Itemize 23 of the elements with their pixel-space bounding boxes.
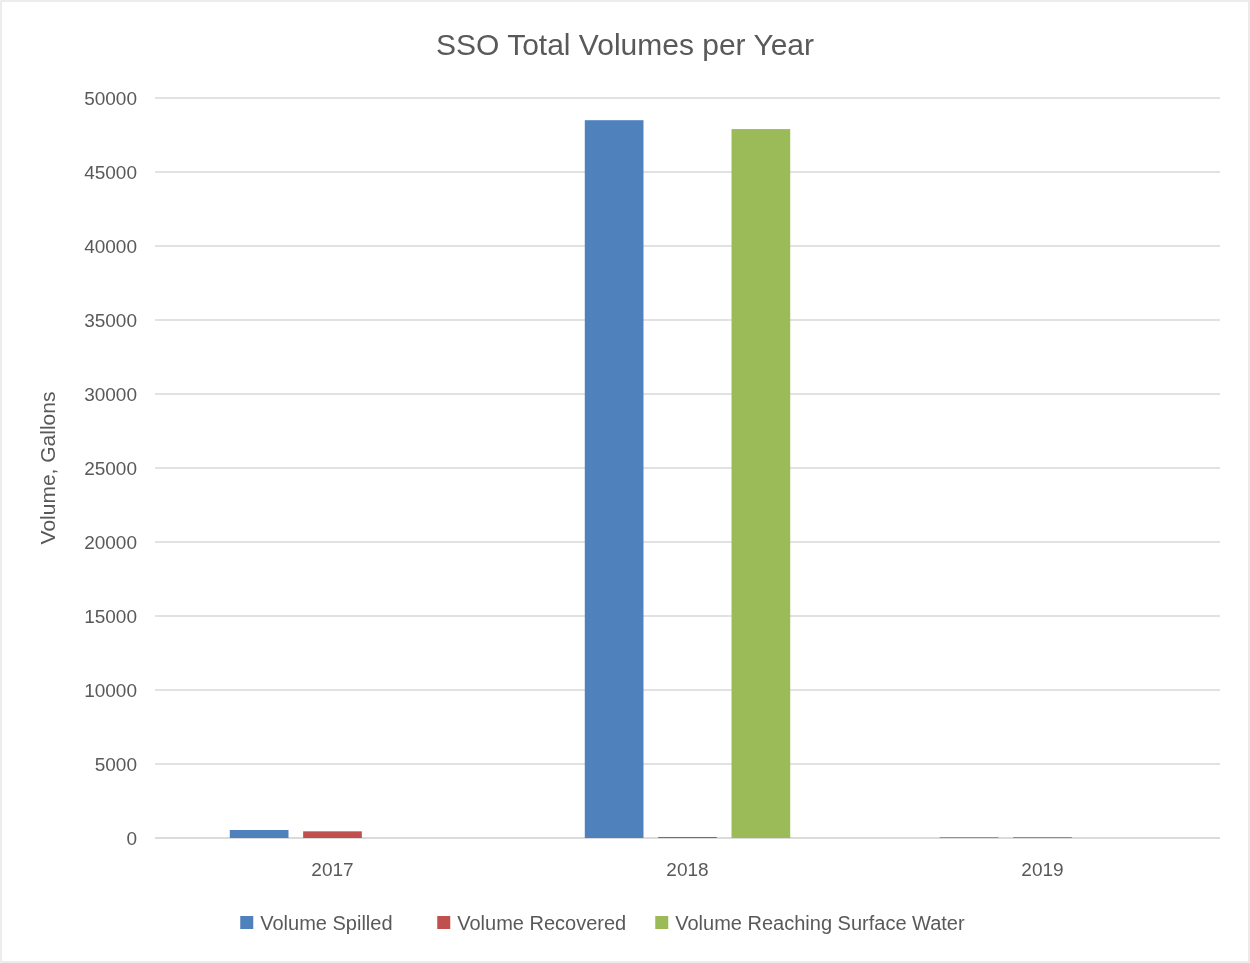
- y-tick-label: 25000: [84, 457, 137, 479]
- y-tick-label: 5000: [94, 753, 137, 775]
- legend-label: Volume Spilled: [260, 912, 393, 934]
- y-tick-label: 40000: [84, 235, 137, 257]
- y-tick-label: 0: [126, 827, 137, 849]
- legend-label: Volume Recovered: [457, 912, 627, 934]
- bar: [229, 830, 289, 838]
- bar: [731, 129, 791, 838]
- y-tick-label: 10000: [84, 679, 137, 701]
- x-tick-label: 2017: [311, 859, 354, 880]
- bar: [584, 120, 644, 838]
- bar: [303, 831, 362, 838]
- x-tick-label: 2018: [666, 859, 709, 880]
- y-tick-label: 20000: [84, 531, 137, 553]
- chart-title: SSO Total Volumes per Year: [435, 28, 815, 61]
- y-axis-title: Volume, Gallons: [36, 391, 59, 545]
- y-tick-label: 45000: [84, 161, 137, 183]
- y-tick-label: 15000: [84, 605, 137, 627]
- y-tick-label: 35000: [84, 309, 137, 331]
- y-tick-label: 30000: [84, 383, 137, 405]
- legend-label: Volume Reaching Surface Water: [675, 912, 965, 934]
- x-tick-label: 2019: [1021, 859, 1064, 880]
- y-tick-label: 50000: [84, 87, 137, 109]
